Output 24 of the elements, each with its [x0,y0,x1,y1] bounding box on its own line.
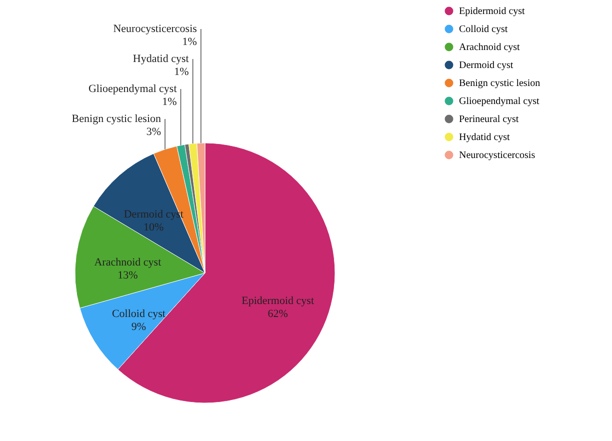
legend-label: Epidermoid cyst [459,6,526,17]
legend-label: Colloid cyst [459,24,508,35]
legend-label: Dermoid cyst [459,60,514,71]
data-label: 3% [146,126,162,138]
legend-label: Neurocysticercosis [459,150,536,161]
slice-label: Epidermoid cyst [242,295,314,308]
legend-label: Benign cystic lesion [459,78,540,89]
legend-label: Arachnoid cyst [459,42,520,53]
data-label: 10% [144,221,164,234]
slice-label: Hydatid cyst [132,53,189,65]
data-label: 1% [182,36,197,48]
data-label: 1% [174,66,189,78]
slice-label: Neurocysticercosis [113,23,197,35]
slice-label: Colloid cyst [112,308,166,320]
slice-label: Glioependymal cyst [88,83,177,95]
legend-label: Glioependymal cyst [459,96,540,107]
legend-label: Hydatid cyst [459,132,510,143]
legend-label: Perineural cyst [459,114,519,125]
slice-label: Benign cystic lesion [72,113,162,125]
slice-label: Arachnoid cyst [94,256,162,269]
data-label: 62% [268,308,288,320]
data-label: 1% [162,96,177,108]
data-label: 9% [131,321,146,334]
data-label: 13% [118,270,138,282]
